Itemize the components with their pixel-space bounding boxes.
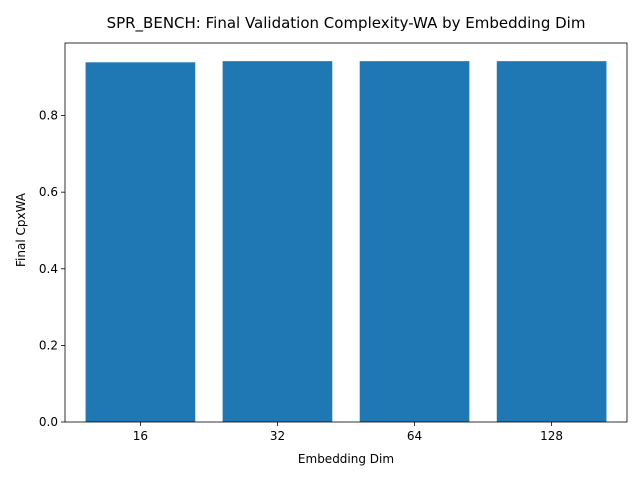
y-axis-label: Final CpxWA [14, 192, 28, 267]
x-tick-label: 128 [540, 429, 563, 443]
y-tick-label: 0.6 [39, 185, 58, 199]
bar-128 [496, 61, 607, 422]
x-tick-label: 16 [133, 429, 148, 443]
y-tick-label: 0.8 [39, 109, 58, 123]
axes-frame [64, 42, 628, 423]
bar-16 [85, 62, 196, 423]
plot-area: 16 32 64 128 0.0 0.2 0.4 0.6 0.8 [39, 42, 628, 443]
x-tick-label: 64 [407, 429, 422, 443]
chart-title: SPR_BENCH: Final Validation Complexity-W… [107, 14, 586, 33]
x-axis-label: Embedding Dim [298, 452, 394, 466]
y-tick-label: 0.2 [39, 338, 58, 352]
bar-32 [222, 61, 333, 422]
y-tick-label: 0.4 [39, 262, 58, 276]
x-tick-label: 32 [270, 429, 285, 443]
y-tick-label: 0.0 [39, 415, 58, 429]
bar-64 [359, 61, 470, 422]
